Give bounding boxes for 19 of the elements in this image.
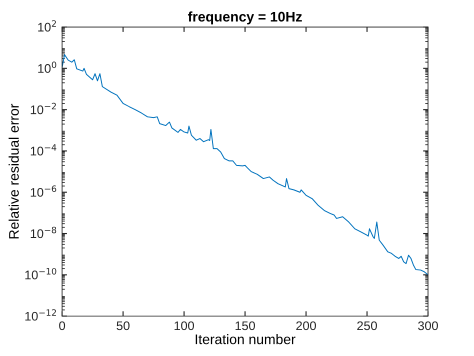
x-tick-label: 150: [236, 321, 255, 330]
y-tick-label: 10$^{0}$: [38, 62, 56, 73]
x-tick-label: 50: [116, 321, 130, 330]
y-tick-label: 10$^{−8}$: [30, 226, 56, 238]
y-tick-label: 10$^{2}$: [38, 20, 56, 32]
y-tick-label: 10$^{−2}$: [30, 102, 56, 114]
y-tick-label: 10$^{−4}$: [30, 144, 56, 156]
chart-title: frequency = 10Hz: [188, 11, 302, 24]
y-tick-label: 10$^{−12}$: [25, 309, 56, 321]
x-tick-label: 250: [357, 321, 377, 330]
y-tick-label: 10$^{−10}$: [25, 268, 56, 280]
y-tick-label: 10$^{−6}$: [30, 185, 56, 197]
y-axis-title: Relative residual error: [8, 104, 19, 238]
x-axis-title: Iteration number: [196, 334, 296, 344]
x-tick-label: 0: [59, 321, 66, 330]
line-series: [62, 54, 428, 276]
x-tick-label: 200: [296, 321, 316, 330]
x-tick-label: 100: [174, 321, 194, 330]
x-tick-label: 300: [418, 321, 438, 330]
